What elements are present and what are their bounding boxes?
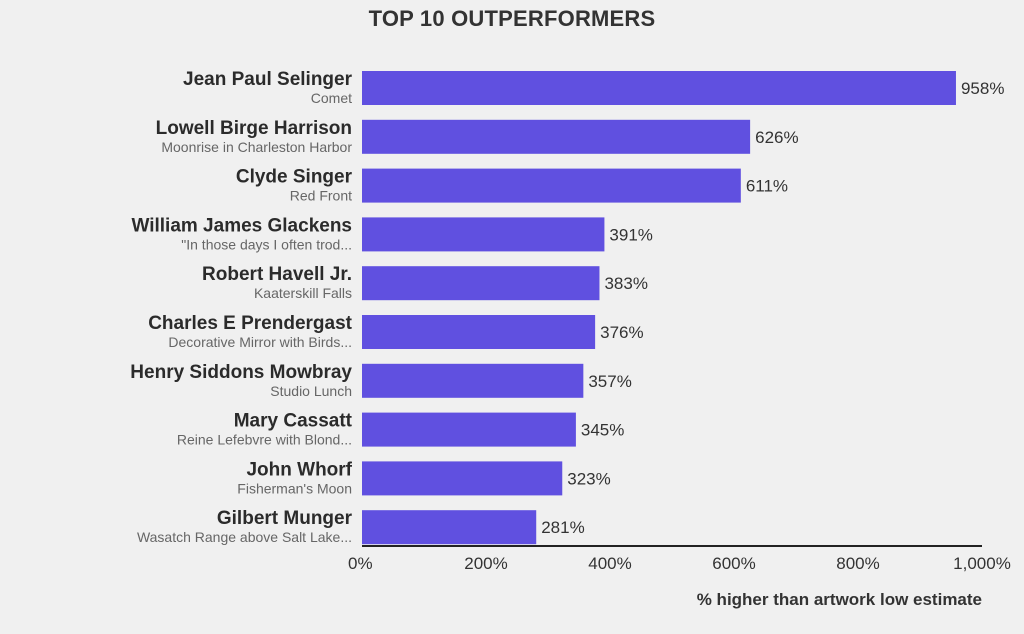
data-label: 383%	[604, 274, 647, 293]
bar	[362, 119, 751, 154]
category-artist-label: Robert Havell Jr.	[202, 264, 352, 285]
data-label: 345%	[581, 421, 624, 440]
category-artist-label: Clyde Singer	[236, 167, 353, 188]
bar	[362, 461, 563, 496]
category-artist-label: John Whorf	[246, 459, 352, 480]
category-artwork-label: Studio Lunch	[270, 383, 352, 399]
bar	[362, 168, 741, 203]
category-artist-label: Jean Paul Selinger	[183, 69, 353, 90]
category-artist-label: Gilbert Munger	[217, 508, 353, 529]
data-label: 391%	[609, 225, 652, 244]
category-artist-label: Henry Siddons Mowbray	[130, 362, 352, 383]
x-tick-label: 600%	[712, 554, 755, 573]
x-axis-label: % higher than artwork low estimate	[696, 590, 982, 609]
data-label: 376%	[600, 323, 643, 342]
category-artist-label: Charles E Prendergast	[148, 313, 352, 334]
x-tick-label: 1,000%	[953, 554, 1011, 573]
bar	[362, 217, 605, 252]
category-artwork-label: Moonrise in Charleston Harbor	[161, 139, 352, 155]
x-tick-label: 200%	[464, 554, 507, 573]
category-artwork-label: Kaaterskill Falls	[254, 285, 352, 301]
data-label: 357%	[588, 372, 631, 391]
x-tick-label: 800%	[836, 554, 879, 573]
data-label: 626%	[755, 128, 798, 147]
category-artist-label: Lowell Birge Harrison	[156, 118, 352, 139]
data-label: 958%	[961, 79, 1004, 98]
bar	[362, 510, 537, 545]
data-label: 611%	[746, 177, 788, 196]
category-artwork-label: Comet	[311, 90, 352, 106]
chart-title: TOP 10 OUTPERFORMERS	[368, 6, 656, 31]
category-artwork-label: Reine Lefebvre with Blond...	[177, 432, 352, 448]
bar	[362, 412, 576, 447]
category-artwork-label: "In those days I often trod...	[181, 236, 352, 252]
bar	[362, 266, 600, 301]
category-artist-label: Mary Cassatt	[234, 411, 353, 432]
category-artwork-label: Decorative Mirror with Birds...	[168, 334, 352, 350]
category-artwork-label: Fisherman's Moon	[237, 480, 352, 496]
bar	[362, 315, 596, 349]
x-tick-label: 0%	[348, 554, 373, 573]
category-artwork-label: Red Front	[290, 188, 352, 204]
data-label: 323%	[567, 469, 610, 488]
category-artist-label: William James Glackens	[131, 215, 352, 236]
category-artwork-label: Wasatch Range above Salt Lake...	[137, 529, 352, 545]
bar	[362, 363, 584, 398]
bar	[362, 71, 956, 105]
x-tick-label: 400%	[588, 554, 631, 573]
data-label: 281%	[541, 518, 584, 537]
